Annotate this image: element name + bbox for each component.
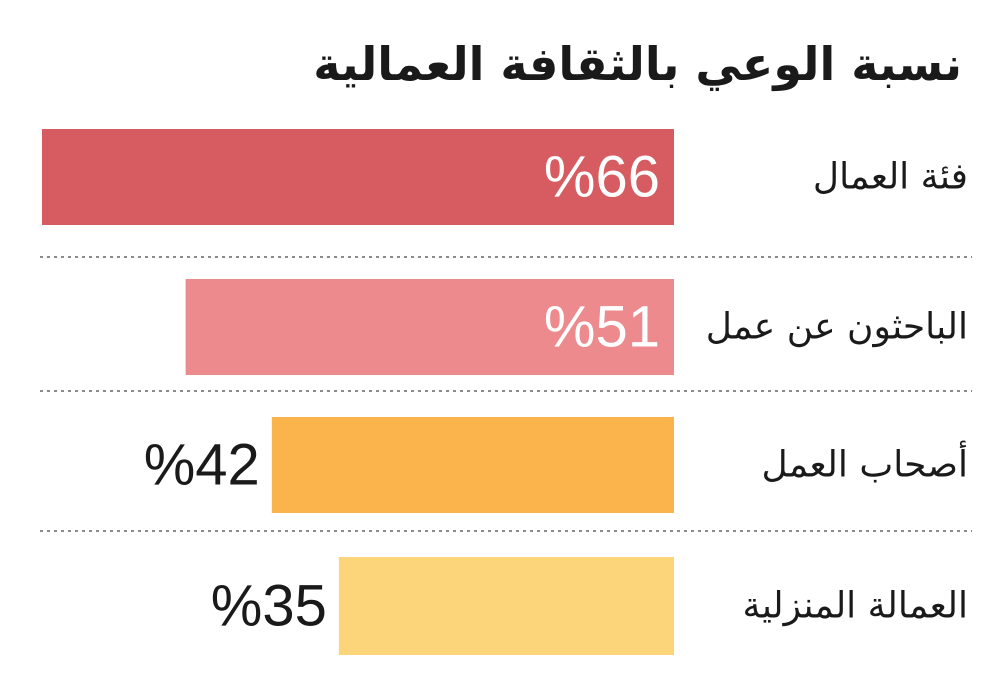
bars-group	[42, 129, 675, 655]
category-label: الباحثون عن عمل	[706, 307, 968, 348]
value-label: %42	[144, 433, 260, 498]
bar	[271, 417, 674, 513]
category-label: العمالة المنزلية	[743, 586, 968, 627]
row-dividers	[40, 256, 972, 532]
value-label: %35	[211, 574, 327, 639]
bar	[42, 129, 674, 225]
value-labels-group: %66 %51 %42 %35	[144, 145, 660, 639]
category-labels-group: فئة العمال الباحثون عن عمل أصحاب العمل العم…	[706, 157, 968, 627]
category-label: أصحاب العمل	[761, 441, 968, 486]
bar	[338, 557, 674, 655]
value-label: %66	[544, 145, 660, 210]
value-label: %51	[544, 295, 660, 360]
bar	[185, 279, 675, 375]
category-label: فئة العمال	[813, 157, 968, 198]
chart-title: نسبة الوعي بالثقافة العمالية	[313, 37, 962, 91]
